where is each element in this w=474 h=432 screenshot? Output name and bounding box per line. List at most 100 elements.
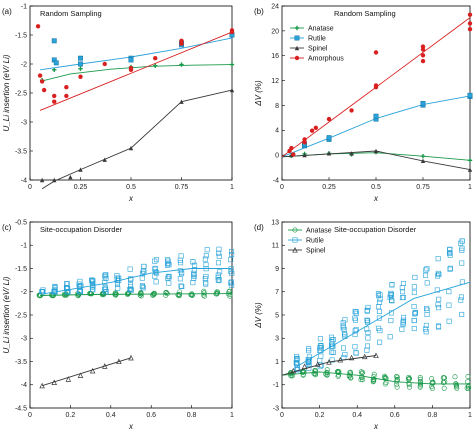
data-point — [348, 354, 355, 361]
data-point — [226, 289, 232, 295]
data-point — [441, 385, 447, 391]
data-point — [459, 279, 465, 285]
data-point — [465, 373, 471, 379]
data-point — [394, 381, 400, 387]
data-point — [191, 275, 197, 281]
data-point — [290, 367, 297, 374]
data-point — [373, 352, 379, 359]
data-point — [393, 374, 399, 380]
x-axis-label: x — [128, 422, 134, 431]
data-point — [420, 100, 426, 106]
data-point — [101, 363, 108, 369]
data-point — [163, 292, 169, 298]
data-point — [152, 258, 158, 264]
data-point — [166, 280, 172, 286]
y-tick-label: 5 — [275, 312, 279, 319]
data-point — [216, 250, 222, 256]
data-point — [341, 345, 347, 351]
x-tick-label: 0.5 — [371, 184, 381, 191]
data-point — [364, 317, 370, 323]
data-point — [179, 41, 184, 46]
data-point — [128, 145, 134, 151]
data-point — [394, 384, 400, 390]
data-point — [78, 66, 83, 71]
series-3 — [281, 12, 473, 158]
data-point — [177, 268, 183, 274]
legend-label: Anatase — [308, 26, 334, 33]
data-point — [435, 256, 441, 262]
data-point — [179, 99, 184, 104]
data-point — [226, 288, 232, 294]
data-point — [440, 375, 446, 381]
data-point — [52, 285, 58, 291]
data-point — [467, 167, 473, 172]
panel-label: (a) — [2, 7, 12, 16]
data-point — [423, 329, 429, 335]
data-point — [411, 284, 417, 290]
data-point — [373, 50, 379, 55]
data-point — [137, 291, 143, 297]
data-point — [376, 293, 382, 299]
data-point — [447, 246, 453, 252]
data-point — [302, 152, 307, 158]
data-point — [377, 328, 383, 334]
data-point — [37, 73, 43, 78]
data-point — [342, 317, 348, 323]
y-tick-label: 9 — [275, 266, 279, 273]
data-point — [175, 292, 181, 298]
data-point — [423, 272, 429, 278]
y-tick-label: -4 — [21, 382, 27, 389]
data-point — [203, 266, 209, 272]
data-point — [152, 268, 158, 274]
data-point — [213, 291, 219, 297]
data-point — [203, 253, 209, 259]
data-point — [229, 249, 235, 255]
data-point — [77, 284, 83, 290]
data-point — [401, 314, 407, 320]
panel-title: Site-occupation Disorder — [334, 225, 417, 234]
data-point — [352, 315, 358, 321]
data-point — [294, 356, 300, 362]
data-point — [51, 38, 57, 44]
legend: Anatase Rutile Spinel — [288, 228, 332, 255]
y-axis-label: ΔV (%) — [254, 80, 263, 107]
data-point — [150, 291, 156, 297]
data-point — [78, 167, 83, 172]
data-point — [178, 283, 184, 289]
data-point — [164, 291, 170, 297]
data-point — [128, 67, 134, 73]
data-point — [400, 289, 406, 295]
data-point — [412, 311, 418, 317]
legend: Anatase Rutile Spinel Amorphous — [290, 26, 344, 63]
data-point — [399, 326, 405, 332]
x-axis-label: x — [128, 194, 134, 203]
data-point — [128, 354, 134, 361]
data-point — [138, 291, 144, 297]
legend-label: Rutile — [306, 238, 324, 245]
data-point — [347, 370, 353, 376]
legend-marker — [292, 227, 298, 233]
series-0 — [281, 367, 471, 391]
x-tick-label: 1 — [468, 184, 472, 191]
data-point — [311, 370, 317, 376]
data-point — [458, 297, 464, 303]
data-point — [229, 87, 235, 93]
data-point — [383, 380, 389, 386]
data-point — [440, 379, 446, 385]
data-point — [216, 253, 222, 259]
data-point — [309, 128, 315, 133]
data-point — [430, 379, 436, 385]
data-point — [228, 280, 234, 286]
data-point — [373, 83, 379, 88]
series-2 — [39, 87, 235, 190]
data-point — [361, 353, 368, 360]
data-point — [459, 247, 465, 253]
data-point — [411, 304, 417, 310]
y-tick-label: -0.5 — [15, 219, 27, 226]
x-tick-label: 0.2 — [66, 412, 76, 419]
x-tick-label: 0.25 — [74, 184, 88, 191]
data-point — [336, 372, 342, 378]
data-point — [420, 44, 426, 49]
data-point — [340, 323, 346, 329]
